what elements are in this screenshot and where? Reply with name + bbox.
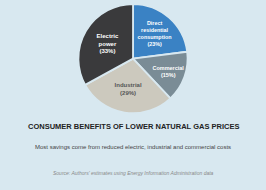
svg-text:CONSUMER BENEFITS OF LOWER NAT: CONSUMER BENEFITS OF LOWER NATURAL GAS P…	[28, 122, 239, 131]
svg-text:Source: Authors' estimates usi: Source: Authors' estimates using Energy …	[53, 170, 214, 176]
svg-text:Commercial(15%): Commercial(15%)	[153, 65, 185, 78]
svg-text:Directresidentialconsumption(2: Directresidentialconsumption(23%)	[138, 20, 172, 47]
svg-text:Industrial(29%): Industrial(29%)	[115, 82, 142, 96]
svg-text:Electricpower(33%): Electricpower(33%)	[97, 33, 119, 55]
svg-text:Most savings come from reduced: Most savings come from reduced electric,…	[35, 144, 231, 150]
